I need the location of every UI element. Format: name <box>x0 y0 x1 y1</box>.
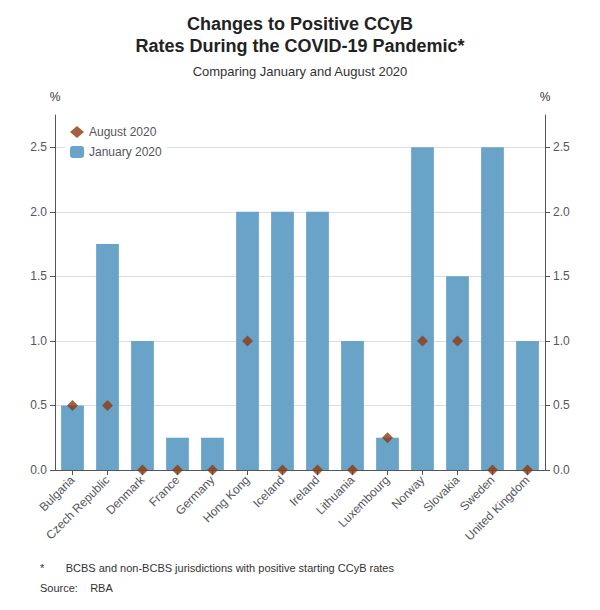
svg-text:0.0: 0.0 <box>30 463 47 477</box>
svg-text:Changes to Positive CCyB: Changes to Positive CCyB <box>187 14 413 34</box>
svg-text:Denmark: Denmark <box>103 472 148 517</box>
svg-text:Rates During the COVID-19 Pand: Rates During the COVID-19 Pandemic* <box>135 36 464 56</box>
svg-text:France: France <box>146 473 183 510</box>
svg-text:Source: RBA: Source: RBA <box>40 582 113 594</box>
svg-text:Slovakia: Slovakia <box>421 473 463 515</box>
svg-text:Ireland: Ireland <box>286 473 323 509</box>
svg-text:Sweden: Sweden <box>456 473 498 514</box>
svg-text:Comparing January and August 2: Comparing January and August 2020 <box>193 64 408 79</box>
svg-text:2.5: 2.5 <box>30 140 47 154</box>
svg-text:Bulgaria: Bulgaria <box>36 473 78 515</box>
svg-text:%: % <box>540 90 551 104</box>
svg-text:Luxembourg: Luxembourg <box>335 473 392 530</box>
svg-text:United Kingdom: United Kingdom <box>462 473 532 543</box>
svg-text:1.5: 1.5 <box>30 269 47 283</box>
svg-text:1.0: 1.0 <box>30 334 47 348</box>
svg-text:2.5: 2.5 <box>553 140 570 154</box>
svg-text:0.0: 0.0 <box>553 463 570 477</box>
svg-text:Norway: Norway <box>388 473 428 512</box>
svg-text:Czech Republic: Czech Republic <box>43 473 113 543</box>
svg-text:1.5: 1.5 <box>553 269 570 283</box>
svg-text:Lithuania: Lithuania <box>313 473 358 518</box>
svg-text:%: % <box>50 90 61 104</box>
svg-text:January 2020: January 2020 <box>89 145 162 159</box>
svg-text:1.0: 1.0 <box>553 334 570 348</box>
svg-text:0.5: 0.5 <box>30 398 47 412</box>
svg-text:Hong Kong: Hong Kong <box>200 473 252 525</box>
svg-text:2.0: 2.0 <box>30 205 47 219</box>
svg-text:2.0: 2.0 <box>553 205 570 219</box>
svg-text:Germany: Germany <box>172 473 218 518</box>
svg-text:August 2020: August 2020 <box>89 125 157 139</box>
svg-text:0.5: 0.5 <box>553 398 570 412</box>
svg-text:Iceland: Iceland <box>250 473 287 510</box>
svg-text:* BCBS and non-BCBS juri: * BCBS and non-BCBS jurisdictions with p… <box>40 562 394 574</box>
